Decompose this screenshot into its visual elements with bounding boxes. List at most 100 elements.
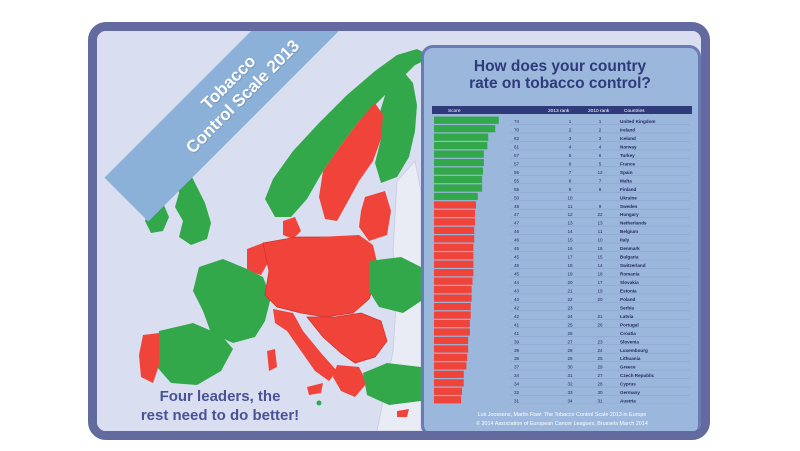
rank-2013-label: 20 xyxy=(567,280,573,285)
rank-2013-label: 15 xyxy=(567,238,573,243)
rank-2010-label: 2 xyxy=(599,128,602,133)
score-label: 45 xyxy=(514,272,520,277)
rank-2013-label: 9 xyxy=(569,187,572,192)
country-label: Czech Republic xyxy=(620,373,655,378)
score-label: 42 xyxy=(514,314,520,319)
score-bar xyxy=(434,192,478,201)
score-label: 46 xyxy=(514,229,520,234)
map-spain xyxy=(157,323,233,385)
tagline-line2: rest need to do better! xyxy=(140,407,300,424)
score-label: 31 xyxy=(514,399,520,404)
table-header-bg xyxy=(432,106,692,114)
rank-2013-label: 5 xyxy=(569,153,572,158)
score-label: 32 xyxy=(514,390,520,395)
country-label: Portugal xyxy=(620,322,639,327)
score-bar xyxy=(434,235,475,243)
score-label: 43 xyxy=(514,297,520,302)
country-label: Germany xyxy=(620,390,640,395)
credit-line2: © 2014 Association of European Cancer Le… xyxy=(476,421,648,427)
map-norway xyxy=(265,49,433,217)
country-label: Cyprus xyxy=(620,382,636,387)
rank-2010-label: 24 xyxy=(597,348,603,353)
score-label: 47 xyxy=(514,221,520,226)
score-bar xyxy=(434,209,476,218)
rank-2010-label: 13 xyxy=(597,221,603,226)
rank-2013-label: 30 xyxy=(567,365,573,370)
score-label: 57 xyxy=(514,153,520,158)
rank-2010-label: 4 xyxy=(599,144,602,149)
rank-2013-label: 34 xyxy=(567,399,573,404)
rank-2010-label: 22 xyxy=(597,212,603,217)
score-label: 41 xyxy=(514,331,520,336)
score-bar xyxy=(434,243,474,251)
score-bar xyxy=(434,218,476,226)
rank-2013-label: 10 xyxy=(567,195,573,200)
tobacco-control-poster: Tobacco Control Scale 2013 Four leaders,… xyxy=(88,22,710,440)
score-bar xyxy=(434,201,476,209)
rank-2010-label: 10 xyxy=(597,238,603,243)
score-bar xyxy=(434,387,462,395)
rank-2013-label: 18 xyxy=(567,263,573,268)
rank-2013-label: 28 xyxy=(567,348,573,353)
rank-2013-label: 22 xyxy=(567,297,573,302)
rank-2013-label: 1 xyxy=(569,119,572,124)
rank-2013-label: 33 xyxy=(567,390,573,395)
score-bar xyxy=(434,116,499,124)
rank-2010-label: 11 xyxy=(598,229,603,234)
rank-2010-label: 25 xyxy=(597,356,603,361)
score-label: 45 xyxy=(514,246,520,251)
map-malta xyxy=(316,400,322,406)
country-label: Malta xyxy=(620,178,632,183)
rank-2010-label: 15 xyxy=(597,255,603,260)
score-bar xyxy=(434,311,471,319)
rank-2013-label: 32 xyxy=(567,382,573,387)
score-label: 37 xyxy=(514,365,520,370)
score-label: 38 xyxy=(514,356,520,361)
rank-2013-label: 2 xyxy=(569,128,572,133)
rank-2013-label: 24 xyxy=(567,314,573,319)
country-label: Slovakia xyxy=(620,280,639,285)
score-bar xyxy=(434,336,469,345)
map-portugal xyxy=(139,333,159,383)
country-label: Austria xyxy=(620,399,636,404)
map-italy xyxy=(273,309,337,381)
score-label: 50 xyxy=(514,195,520,200)
rank-2013-label: 4 xyxy=(569,144,572,149)
country-label: Switzerland xyxy=(620,263,646,268)
score-bar xyxy=(434,328,470,336)
rank-2010-label: 6 xyxy=(599,153,602,158)
rank-2013-label: 16 xyxy=(567,246,573,251)
score-bar xyxy=(434,379,464,387)
rank-2013-label: 26 xyxy=(567,331,573,336)
score-bar xyxy=(434,362,467,370)
score-bar xyxy=(434,286,472,294)
country-label: Norway xyxy=(620,144,637,149)
score-label: 39 xyxy=(514,348,520,353)
title-ribbon: Tobacco Control Scale 2013 xyxy=(104,31,368,222)
rank-2010-label: 21 xyxy=(597,314,603,319)
score-bar xyxy=(434,133,489,141)
score-label: 62 xyxy=(514,136,520,141)
rank-2010-label: 17 xyxy=(597,280,603,285)
score-label: 55 xyxy=(514,187,520,192)
score-label: 48 xyxy=(514,204,520,209)
rank-2010-label: 18 xyxy=(597,272,603,277)
score-bar xyxy=(434,150,484,158)
rank-2010-label: 8 xyxy=(599,187,602,192)
rank-2010-label: 26 xyxy=(597,322,603,327)
score-label: 41 xyxy=(514,322,520,327)
map-poland xyxy=(319,235,379,283)
score-label: 55 xyxy=(514,178,520,183)
score-label: 57 xyxy=(514,161,520,166)
map-denmark xyxy=(283,217,301,239)
score-bar xyxy=(434,158,484,167)
score-bar xyxy=(434,252,474,260)
country-label: Croatia xyxy=(620,331,636,336)
score-label: 47 xyxy=(514,212,520,217)
country-label: Finland xyxy=(620,187,637,192)
score-label: 74 xyxy=(514,119,520,124)
rank-2010-label: 31 xyxy=(597,399,603,404)
rank-2010-label: 19 xyxy=(597,288,603,293)
panel-title: How does your country rate on tobacco co… xyxy=(432,58,688,92)
country-label: Netherlands xyxy=(620,221,647,226)
